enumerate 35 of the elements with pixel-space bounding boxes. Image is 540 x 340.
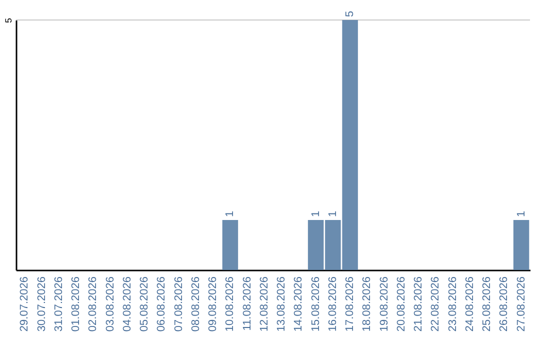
- x-tick-label: 15.08.2026: [310, 276, 322, 332]
- x-tick-label: 13.08.2026: [276, 276, 288, 332]
- x-tick-label: 19.08.2026: [378, 276, 390, 332]
- x-tick-label: 09.08.2026: [207, 276, 220, 332]
- x-tick-label: 30.07.2026: [36, 276, 48, 332]
- x-tick-label: 11.08.2026: [241, 276, 254, 331]
- x-tick-label: 20.08.2026: [395, 276, 408, 332]
- x-tick-label: 31.07.2026: [52, 276, 65, 332]
- x-tick-label: 07.08.2026: [172, 276, 185, 332]
- x-tick-label: 25.08.2026: [481, 276, 494, 332]
- x-tick-label: 29.07.2026: [18, 276, 31, 332]
- x-tick-label: 08.08.2026: [190, 276, 202, 332]
- x-tick-label: 02.08.2026: [87, 276, 100, 332]
- x-tick-label: 12.08.2026: [258, 276, 270, 332]
- x-tick-label: 10.08.2026: [224, 276, 236, 332]
- x-tick-label: 14.08.2026: [292, 276, 305, 332]
- x-tick-label: 05.08.2026: [138, 276, 151, 332]
- x-tick-label: 17.08.2026: [344, 276, 356, 332]
- x-tick-label: 26.08.2026: [498, 276, 510, 332]
- x-tick-label: 27.08.2026: [515, 276, 528, 332]
- x-tick-label: 04.08.2026: [121, 276, 134, 332]
- x-tick-label: 18.08.2026: [361, 276, 374, 332]
- x-tick-label: 23.08.2026: [446, 276, 459, 332]
- x-tick-label: 21.08.2026: [412, 276, 425, 332]
- data-label: 1: [515, 210, 528, 217]
- x-tick-label: 03.08.2026: [104, 276, 116, 332]
- x-tick-label: 24.08.2026: [464, 276, 476, 332]
- x-tick-label: 22.08.2026: [430, 276, 442, 332]
- x-tick-label: 06.08.2026: [156, 276, 168, 332]
- data-label: 5: [344, 10, 356, 17]
- data-label: 1: [310, 210, 322, 217]
- x-tick-label: 16.08.2026: [326, 276, 339, 332]
- x-tick-label: 01.08.2026: [70, 276, 82, 332]
- data-label: 1: [326, 210, 339, 217]
- data-label: 1: [224, 210, 236, 217]
